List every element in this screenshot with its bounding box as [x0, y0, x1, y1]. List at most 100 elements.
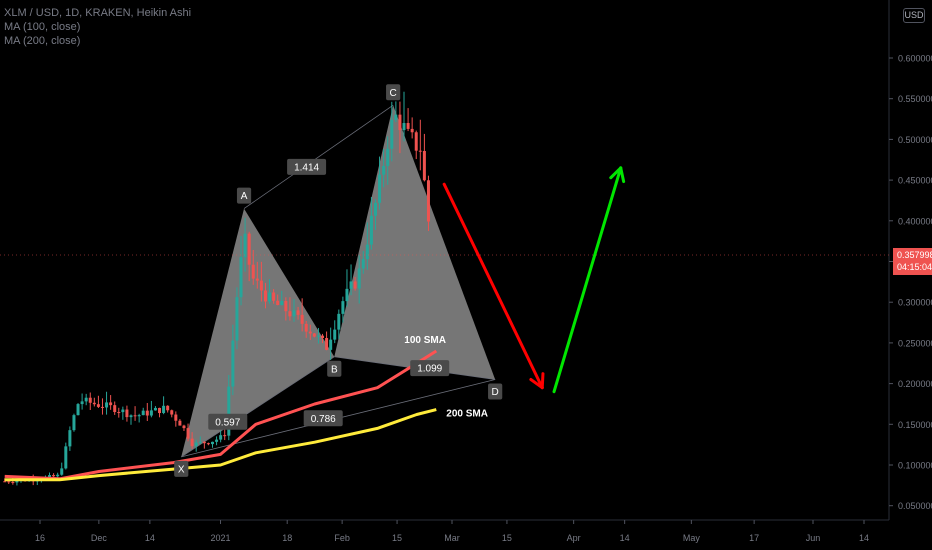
- point-label-b: B: [327, 360, 342, 377]
- ma100-legend: MA (100, close): [4, 21, 81, 33]
- candle-body: [88, 397, 92, 403]
- ratio-label-bc-cd: 1.099: [410, 360, 450, 377]
- candle-body: [96, 404, 100, 407]
- candle-body: [11, 482, 15, 484]
- candle-body: [276, 300, 280, 306]
- candle-body: [227, 386, 231, 436]
- candle-body: [121, 409, 125, 413]
- candle-body: [382, 165, 386, 175]
- svg-text:C: C: [390, 88, 397, 99]
- candle-body: [60, 468, 64, 475]
- time-tick-label: May: [683, 533, 701, 543]
- candles: [3, 91, 430, 486]
- candle-body: [394, 114, 398, 120]
- candle-body: [133, 415, 137, 417]
- price-tick-label: 0.250000: [898, 338, 932, 348]
- candle-body: [304, 323, 308, 332]
- svg-text:X: X: [178, 464, 185, 475]
- ma200-line: [4, 408, 437, 482]
- candle-body: [418, 150, 422, 152]
- point-label-a: A: [236, 187, 252, 204]
- candle-body: [129, 415, 133, 418]
- price-tick-label: 0.450000: [898, 176, 932, 186]
- candle-body: [361, 259, 365, 269]
- candle-body: [402, 123, 406, 131]
- arrow-down: [442, 182, 545, 390]
- svg-text:1.099: 1.099: [417, 364, 442, 375]
- price-tick-label: 0.050000: [898, 501, 932, 511]
- svg-text:0.597: 0.597: [215, 417, 240, 428]
- time-tick-label: Dec: [91, 533, 108, 543]
- candle-body: [284, 300, 288, 312]
- candle-body: [84, 397, 88, 402]
- price-tick-label: 0.150000: [898, 420, 932, 430]
- candle-body: [296, 310, 300, 315]
- time-tick-label: 17: [749, 533, 759, 543]
- candle-body: [7, 481, 11, 483]
- candle-body: [349, 281, 353, 289]
- candle-body: [202, 441, 206, 444]
- candle-body: [329, 339, 333, 350]
- candle-body: [52, 475, 56, 477]
- candle-body: [174, 414, 178, 421]
- candle-body: [162, 405, 166, 414]
- time-tick-label: 15: [392, 533, 402, 543]
- candle-body: [406, 123, 410, 129]
- svg-text:A: A: [241, 191, 248, 202]
- candle-body: [190, 438, 194, 447]
- candle-body: [92, 402, 96, 405]
- candle-body: [259, 280, 263, 291]
- candle-body: [109, 402, 113, 406]
- price-tick-label: 0.400000: [898, 216, 932, 226]
- candle-body: [373, 202, 377, 216]
- candle-body: [292, 310, 296, 317]
- candle-body: [105, 402, 109, 408]
- price-tick-label: 0.600000: [898, 54, 932, 64]
- time-tick-label: Mar: [444, 533, 460, 543]
- candle-body: [198, 441, 202, 443]
- currency-badge[interactable]: USD: [903, 8, 925, 23]
- candle-body: [206, 443, 210, 445]
- svg-text:D: D: [492, 387, 499, 398]
- candle-body: [300, 314, 304, 324]
- candle-body: [243, 233, 247, 258]
- ma200-legend: MA (200, close): [4, 35, 81, 47]
- candle-body: [357, 268, 361, 289]
- price-tick-label: 0.300000: [898, 298, 932, 308]
- candle-body: [288, 311, 292, 317]
- symbol-title: XLM / USD, 1D, KRAKEN, Heikin Ashi: [4, 7, 192, 19]
- time-tick-label: 14: [145, 533, 155, 543]
- candle-body: [117, 412, 121, 414]
- pattern-triangle-bcd: [334, 105, 496, 380]
- time-tick-label: 15: [502, 533, 512, 543]
- time-tick-label: 16: [35, 533, 45, 543]
- time-tick-label: 18: [282, 533, 292, 543]
- time-tick-label: 14: [859, 533, 869, 543]
- countdown-value: 04:15:04: [897, 262, 932, 272]
- time-tick-label: Feb: [334, 533, 350, 543]
- candle-body: [365, 244, 369, 260]
- candle-body: [48, 475, 52, 477]
- point-label-d: D: [488, 383, 503, 400]
- ratio-label-xa-xd: 0.786: [303, 410, 343, 427]
- candle-body: [308, 331, 312, 334]
- candle-body: [280, 300, 284, 306]
- svg-text:B: B: [331, 364, 338, 375]
- candle-body: [178, 420, 182, 426]
- arrow-up: [552, 166, 626, 394]
- last-price-value: 0.357998: [897, 250, 932, 260]
- time-tick-label: 2021: [210, 533, 230, 543]
- point-label-x: X: [174, 460, 189, 477]
- candle-body: [369, 215, 373, 245]
- candle-body: [268, 292, 272, 302]
- candle-body: [378, 174, 382, 203]
- svg-text:1.414: 1.414: [294, 163, 319, 174]
- point-label-c: C: [386, 84, 401, 101]
- svg-text:0.786: 0.786: [311, 414, 336, 425]
- ratio-label-xa-ab: 0.597: [208, 413, 248, 430]
- candle-body: [68, 430, 72, 447]
- candle-body: [390, 119, 394, 149]
- candle-body: [113, 405, 117, 413]
- candle-body: [158, 407, 162, 414]
